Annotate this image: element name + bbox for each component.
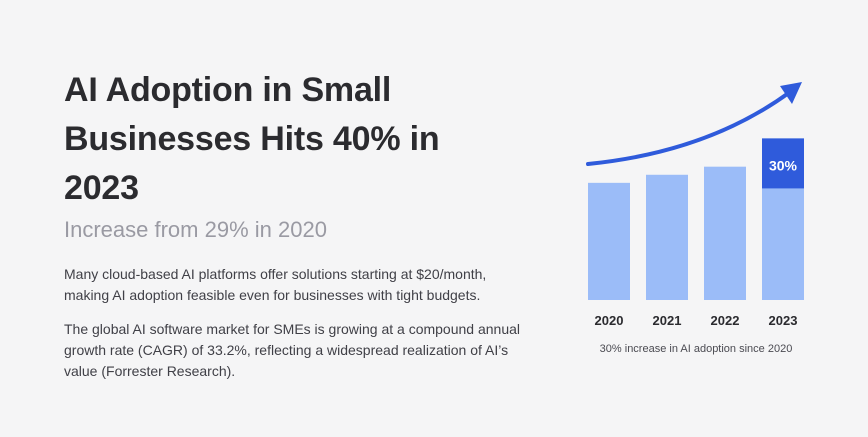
x-tick-label-2020: 2020 xyxy=(595,313,624,328)
bar-chart-svg: 2020 2021 2022 30% 2023 xyxy=(586,82,804,328)
bar-2020 xyxy=(588,182,630,300)
x-tick-label-2022: 2022 xyxy=(711,313,740,328)
bar-2022 xyxy=(704,166,746,300)
paragraph-market-growth: The global AI software market for SMEs i… xyxy=(64,321,521,379)
bar-chart: 2020 2021 2022 30% 2023 xyxy=(560,70,840,370)
bar-highlight-2023 xyxy=(762,138,804,189)
trend-arrow-head-icon xyxy=(780,82,802,104)
page-title: AI Adoption in Small Businesses Hits 40%… xyxy=(64,71,440,207)
x-tick-label-2023: 2023 xyxy=(769,313,798,328)
chart-caption: 30% increase in AI adoption since 2020 xyxy=(599,343,793,355)
x-tick-label-2021: 2021 xyxy=(653,313,682,328)
paragraph-pricing: Many cloud-based AI platforms offer solu… xyxy=(64,266,487,303)
bar-2021 xyxy=(646,174,688,300)
subtitle: Increase from 29% in 2020 xyxy=(64,217,327,242)
highlight-value-label: 30% xyxy=(769,157,798,173)
trend-arrow-line xyxy=(586,90,792,166)
